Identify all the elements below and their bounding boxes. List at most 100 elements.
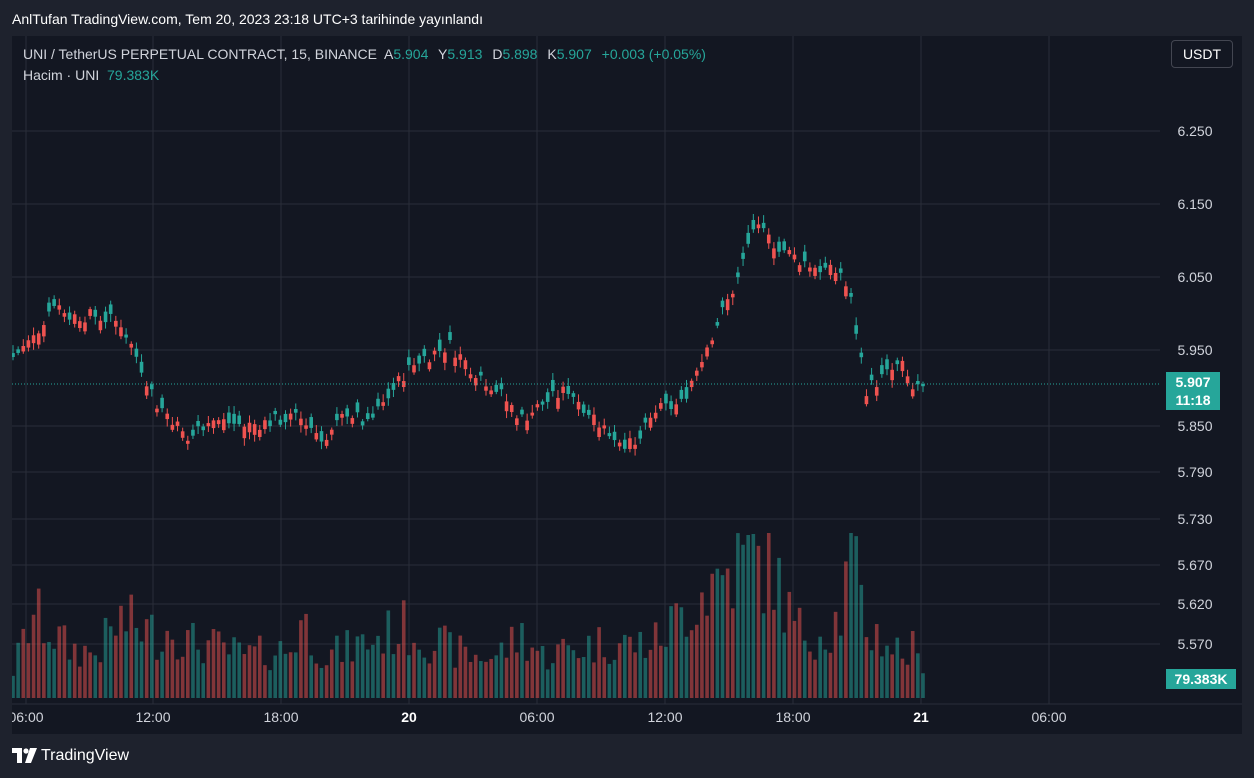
y-tick-label: 5.950 — [1177, 342, 1212, 358]
volume-bar — [808, 651, 812, 698]
candle-body — [396, 376, 401, 382]
volume-bar — [335, 635, 339, 698]
volume-bar — [129, 594, 134, 698]
candle-body — [689, 380, 694, 388]
candle-body — [155, 408, 159, 413]
volume-bar — [592, 662, 596, 698]
candle-body — [638, 430, 643, 439]
candle-body — [299, 418, 303, 426]
volume-bar — [587, 635, 591, 698]
chart-panel[interactable]: 6.250 6.150 6.050 5.950 5.850 5.790 5.730 5.670… — [12, 36, 1242, 734]
volume-bar — [78, 666, 82, 698]
candle-body — [242, 426, 247, 439]
candle-body — [473, 378, 478, 386]
candle-body — [329, 429, 334, 435]
volume-bar — [530, 647, 535, 698]
candle-body — [257, 429, 262, 437]
candle-body — [134, 348, 139, 357]
candle-body — [679, 389, 684, 399]
low-value: 5.898 — [502, 46, 538, 62]
volume-bar — [371, 644, 375, 698]
volume-bar — [180, 656, 185, 698]
symbol-name[interactable]: UNI / TetherUS PERPETUAL CONTRACT, 15, B… — [23, 46, 377, 62]
volume-bar — [47, 641, 51, 698]
price-chart[interactable]: 6.250 6.150 6.050 5.950 5.850 5.790 5.730 5.670… — [12, 36, 1242, 734]
y-tick-label: 5.570 — [1177, 636, 1212, 652]
volume-bar — [432, 650, 437, 698]
candle-body — [247, 422, 252, 433]
volume-bar — [694, 624, 699, 698]
volume-bar — [623, 634, 627, 698]
volume-bar — [489, 658, 493, 698]
volume-bar — [458, 635, 463, 698]
volume-bar — [797, 607, 802, 698]
volume-bar — [715, 568, 720, 698]
candle-body — [12, 353, 15, 358]
volume-bar — [910, 631, 915, 698]
x-tick-label: 06:00 — [1031, 709, 1066, 725]
candle-body — [551, 379, 555, 392]
candle-body — [725, 299, 730, 311]
candle-body — [797, 265, 802, 272]
change-value: +0.003 (+0.05%) — [601, 46, 706, 62]
volume-bar — [62, 625, 67, 698]
candle-body — [412, 365, 416, 373]
candle-body — [530, 412, 535, 416]
candle-body — [211, 420, 216, 429]
candle-body — [494, 384, 499, 392]
volume-bar — [782, 632, 786, 698]
candle-body — [371, 413, 375, 418]
volume-bar — [844, 561, 848, 698]
volume-bar — [314, 663, 319, 698]
candle-body — [684, 387, 689, 399]
volume-bar — [597, 627, 601, 698]
volume-bar — [360, 634, 365, 698]
candle-body — [98, 320, 103, 331]
volume-bar — [509, 626, 514, 698]
candle-body — [417, 355, 421, 364]
volume-bar — [448, 632, 452, 698]
candle-body — [571, 393, 576, 397]
candle-body — [468, 374, 473, 379]
volume-bar — [674, 603, 679, 698]
volume-bar — [833, 611, 838, 698]
volume-bar — [921, 673, 925, 698]
candle-body — [463, 360, 468, 370]
candle-body — [139, 361, 144, 373]
candle-body — [833, 272, 838, 282]
bar-countdown: 11:18 — [1175, 392, 1211, 408]
volume-bar — [221, 642, 226, 698]
volume-bar — [365, 649, 370, 698]
volume-bar — [633, 652, 637, 698]
volume-bar — [792, 620, 797, 698]
volume-bar — [150, 614, 154, 698]
candle-body — [263, 420, 267, 430]
candle-body — [170, 424, 175, 430]
footer-brand-text: TradingView — [41, 747, 130, 764]
candle-body — [849, 293, 853, 297]
candle-body — [617, 442, 622, 447]
candle-body — [83, 322, 87, 332]
volume-bar — [108, 626, 113, 698]
currency-button[interactable]: USDT — [1171, 40, 1233, 68]
publish-note: AnlTufan TradingView.com, Tem 20, 2023 2… — [12, 11, 483, 27]
candle-body — [777, 241, 781, 252]
low-label: D — [492, 46, 503, 62]
volume-label[interactable]: Hacim · UNI — [23, 67, 100, 83]
volume-bar — [191, 622, 195, 698]
volume-bar — [515, 652, 519, 698]
candle-body — [772, 248, 776, 259]
volume-bar — [684, 636, 689, 698]
candle-body — [386, 388, 391, 399]
candle-body — [365, 413, 370, 420]
volume-bar — [802, 640, 807, 698]
chart-legend: UNI / TetherUS PERPETUAL CONTRACT, 15, B… — [23, 45, 712, 87]
candle-body — [602, 425, 607, 429]
candle-body — [880, 365, 884, 375]
candle-body — [746, 232, 750, 244]
volume-bar — [468, 661, 473, 698]
volume-bar — [175, 659, 180, 698]
candle-body — [180, 431, 185, 438]
volume-bar — [499, 642, 504, 698]
candle-body — [268, 420, 272, 427]
